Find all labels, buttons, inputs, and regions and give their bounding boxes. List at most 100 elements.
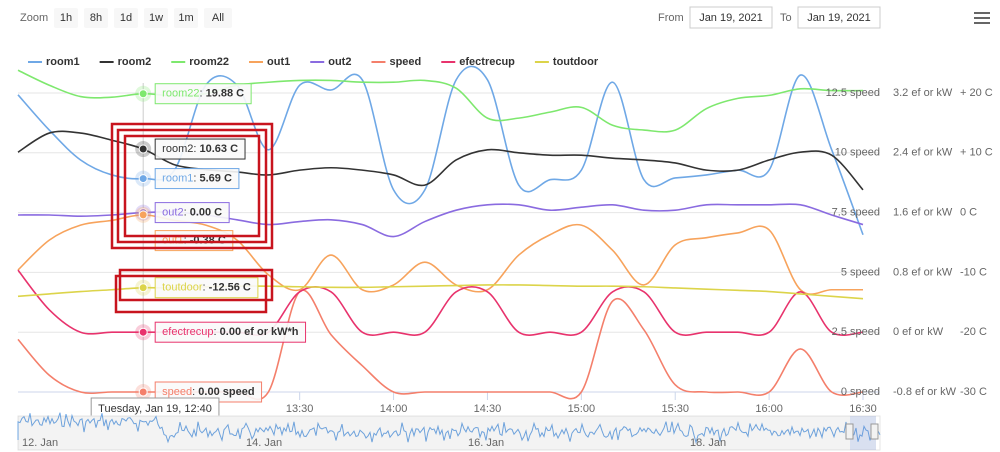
legend-label[interactable]: room1 xyxy=(46,56,80,68)
range-button xyxy=(174,8,198,28)
y3-tick-label: -20 C xyxy=(960,326,987,338)
y3-tick-label: 0 C xyxy=(960,207,977,219)
hover-marker xyxy=(138,210,148,220)
crosshair-label: Tuesday, Jan 19, 12:40 xyxy=(98,403,212,415)
tooltip-series-name: efectrecup xyxy=(162,326,213,338)
y2-tick-label: 3.2 ef or kW xyxy=(893,87,953,99)
range-button-label[interactable]: All xyxy=(212,12,224,24)
hover-marker xyxy=(138,174,148,184)
tooltip-separator: : xyxy=(203,282,209,294)
x-tick-label: 15:00 xyxy=(568,403,596,415)
to-input[interactable] xyxy=(797,6,881,29)
range-button-label[interactable]: 8h xyxy=(90,12,102,24)
tooltip-box xyxy=(154,321,307,343)
navigator-mask xyxy=(18,416,850,450)
tooltip-value: 0.00 ef or kW*h xyxy=(220,326,299,338)
x-tick-label: 14:00 xyxy=(380,403,408,415)
y-tick-label: 7.5 speed xyxy=(832,207,880,219)
tooltip-text: efectrecup: 0.00 ef or kW*h xyxy=(162,326,299,338)
legend-label[interactable]: speed xyxy=(389,56,421,68)
from-input[interactable] xyxy=(689,6,773,29)
navigator-handle[interactable] xyxy=(845,423,854,440)
tooltip-value: 0.00 speed xyxy=(198,386,254,398)
tooltip-box xyxy=(154,277,259,299)
legend-label[interactable]: out2 xyxy=(328,56,351,68)
annotation-boxes xyxy=(110,122,274,314)
from-label: From xyxy=(658,12,684,24)
legend-label[interactable]: toutdoor xyxy=(553,56,599,68)
tooltip-text: speed: 0.00 speed xyxy=(162,386,254,398)
tooltip-series-name: out2 xyxy=(162,207,183,219)
overlay-layer: 0 speed 2.5 speed 5 speed 7.5 speed 10 speed… xyxy=(90,83,993,421)
navigator-handle[interactable] xyxy=(870,423,879,440)
x-tick-label: 14:30 xyxy=(474,403,502,415)
tooltip-box xyxy=(154,83,252,105)
range-button[interactable] xyxy=(84,8,108,28)
zoom-label: Zoom xyxy=(20,12,48,24)
y2-tick-label: 2.4 ef or kW xyxy=(893,147,953,159)
y3-tick-label: + 20 C xyxy=(960,87,993,99)
hover-marker xyxy=(138,144,148,154)
range-button-label[interactable]: 1h xyxy=(60,12,72,24)
range-button-label: 1m xyxy=(178,12,193,24)
to-value[interactable]: Jan 19, 2021 xyxy=(807,12,871,24)
navigator-label: 12. Jan xyxy=(22,437,58,449)
tooltip-value: 0.00 C xyxy=(190,207,222,219)
legend-label[interactable]: efectrecup xyxy=(459,56,515,68)
tooltip-box xyxy=(154,202,230,224)
tooltip-separator: : xyxy=(214,326,220,338)
tooltip-value: 10.63 C xyxy=(199,143,238,155)
hover-marker xyxy=(138,387,148,397)
range-button-label[interactable]: 1w xyxy=(149,12,163,24)
range-button[interactable] xyxy=(144,8,168,28)
x-tick-label: 15:30 xyxy=(661,403,689,415)
tooltip-box xyxy=(154,138,246,160)
tooltip-box xyxy=(154,168,240,190)
y-tick-label: 10 speed xyxy=(835,147,880,159)
hover-marker xyxy=(138,283,148,293)
tooltip-separator: : xyxy=(192,386,198,398)
tooltip-series-name: toutdoor xyxy=(162,282,203,294)
tooltip-series-name: room1 xyxy=(162,172,193,184)
legend-label[interactable]: out1 xyxy=(267,56,290,68)
tooltip-separator: : xyxy=(193,143,199,155)
hover-marker xyxy=(138,89,148,99)
range-button[interactable] xyxy=(54,8,78,28)
hover-marker xyxy=(138,327,148,337)
tooltip-separator: : xyxy=(193,172,199,184)
y-tick-label: 0 speed xyxy=(841,386,880,398)
x-tick-label: 16:00 xyxy=(755,403,783,415)
y2-tick-label: 0.8 ef or kW xyxy=(893,266,953,278)
legend-label[interactable]: room2 xyxy=(118,56,152,68)
tooltip-value: 19.88 C xyxy=(206,88,245,100)
tooltip-text: room22: 19.88 C xyxy=(162,88,244,100)
navigator-label: 14. Jan xyxy=(246,437,282,449)
tooltip-series-name: room22 xyxy=(162,88,199,100)
y3-tick-label: -30 C xyxy=(960,386,987,398)
navigator-label: 18. Jan xyxy=(690,437,726,449)
y2-tick-label: -0.8 ef or kW xyxy=(893,386,957,398)
tooltip-separator: : xyxy=(184,207,190,219)
y3-tick-label: -10 C xyxy=(960,266,987,278)
from-value[interactable]: Jan 19, 2021 xyxy=(699,12,763,24)
tooltip-separator: : xyxy=(199,88,205,100)
tooltip-text: toutdoor: -12.56 C xyxy=(162,282,251,294)
y2-tick-label: 0 ef or kW xyxy=(893,326,944,338)
range-button[interactable] xyxy=(204,8,232,28)
tooltip-text: room2: 10.63 C xyxy=(162,143,238,155)
tooltip-text: room1: 5.69 C xyxy=(162,172,232,184)
y3-tick-label: + 10 C xyxy=(960,147,993,159)
tooltip-value: -12.56 C xyxy=(209,282,251,294)
tooltip-separator: : xyxy=(184,235,190,247)
legend-label[interactable]: room22 xyxy=(189,56,229,68)
range-button-label[interactable]: 1d xyxy=(120,12,132,24)
tooltip-value: -0.38 C xyxy=(190,235,226,247)
range-button[interactable] xyxy=(114,8,138,28)
y2-tick-label: 1.6 ef or kW xyxy=(893,207,953,219)
navigator-label: 16. Jan xyxy=(468,437,504,449)
to-label: To xyxy=(780,12,792,24)
y-tick-label: 5 speed xyxy=(841,266,880,278)
menu-icon[interactable] xyxy=(974,12,990,24)
